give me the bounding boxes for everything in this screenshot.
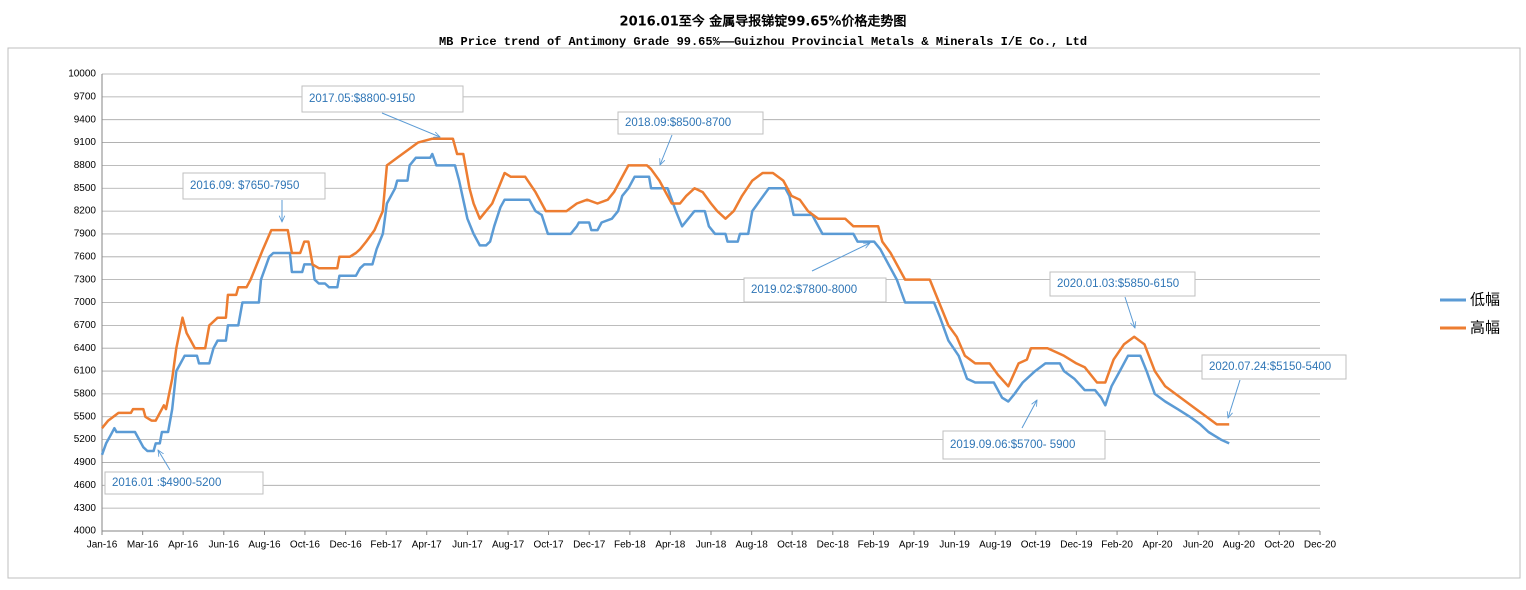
y-tick-label: 5500 bbox=[74, 411, 97, 422]
y-tick-label: 10000 bbox=[68, 69, 96, 80]
x-tick-label: Dec-18 bbox=[817, 540, 850, 551]
annotation-box bbox=[617, 111, 764, 135]
x-tick-label: Jun-18 bbox=[696, 540, 727, 551]
x-tick-label: Jan-16 bbox=[87, 540, 118, 551]
x-tick-label: Apr-17 bbox=[412, 540, 442, 551]
x-tick-label: Aug-19 bbox=[979, 540, 1012, 551]
annotation-text: 2016.01 :$4900-5200 bbox=[112, 477, 221, 489]
series-line bbox=[101, 137, 1230, 429]
x-tick-label: Jun-20 bbox=[1183, 540, 1214, 551]
annotation-text: 2017.05:$8800-9150 bbox=[309, 93, 415, 105]
chart-frame bbox=[7, 47, 1521, 579]
chart-title: 2016.01至今 金属导报锑锭99.65%价格走势图 bbox=[620, 14, 907, 30]
y-tick-label: 9700 bbox=[74, 91, 97, 102]
y-tick-label: 7900 bbox=[74, 229, 97, 240]
legend-label: 高幅 bbox=[1470, 319, 1500, 337]
y-tick-label: 8500 bbox=[74, 183, 97, 194]
x-tick-label: Apr-18 bbox=[655, 540, 685, 551]
x-tick-label: Jun-19 bbox=[939, 540, 970, 551]
annotation-arrow bbox=[660, 134, 673, 165]
annotation-arrow bbox=[158, 450, 171, 471]
y-tick-label: 7300 bbox=[74, 274, 97, 285]
annotation-text: 2020.01.03:$5850-6150 bbox=[1057, 278, 1179, 290]
annotation-text: 2016.09: $7650-7950 bbox=[190, 180, 299, 192]
annotation-text: 2019.09.06:$5700- 5900 bbox=[950, 439, 1075, 451]
x-tick-label: Aug-18 bbox=[736, 540, 769, 551]
x-tick-label: Apr-16 bbox=[168, 540, 198, 551]
annotation-text: 2018.09:$8500-8700 bbox=[625, 117, 731, 129]
x-tick-label: Oct-19 bbox=[1021, 540, 1051, 551]
annotation-box bbox=[301, 85, 464, 113]
x-tick-label: Aug-17 bbox=[492, 540, 525, 551]
x-tick-label: Feb-18 bbox=[614, 540, 646, 551]
annotation-text: 2020.07.24:$5150-5400 bbox=[1209, 361, 1331, 373]
x-tick-label: Dec-20 bbox=[1304, 540, 1337, 551]
annotation-arrow bbox=[1021, 400, 1037, 429]
annotation-arrow bbox=[381, 112, 440, 137]
y-tick-label: 6700 bbox=[74, 320, 97, 331]
x-tick-label: Jun-16 bbox=[209, 540, 240, 551]
x-tick-label: Dec-17 bbox=[573, 540, 606, 551]
annotation-box bbox=[1049, 271, 1196, 297]
annotation-text: 2019.02:$7800-8000 bbox=[751, 284, 857, 296]
x-tick-label: Apr-20 bbox=[1143, 540, 1173, 551]
annotation-arrow bbox=[1228, 379, 1241, 418]
x-tick-label: Dec-19 bbox=[1060, 540, 1093, 551]
chart-subtitle: MB Price trend of Antimony Grade 99.65%—… bbox=[439, 35, 1087, 49]
x-tick-label: Dec-16 bbox=[329, 540, 362, 551]
y-tick-label: 4000 bbox=[74, 526, 97, 537]
annotation-box bbox=[182, 172, 326, 200]
x-tick-label: Oct-16 bbox=[290, 540, 320, 551]
y-tick-label: 6400 bbox=[74, 343, 97, 354]
x-tick-label: Oct-20 bbox=[1264, 540, 1294, 551]
y-tick-label: 4900 bbox=[74, 457, 97, 468]
y-tick-label: 4600 bbox=[74, 480, 97, 491]
y-tick-label: 7600 bbox=[74, 251, 97, 262]
annotation-arrow bbox=[1124, 296, 1135, 328]
x-tick-label: Aug-16 bbox=[248, 540, 281, 551]
legend-label: 低幅 bbox=[1470, 291, 1500, 309]
series-line bbox=[100, 152, 1230, 456]
x-tick-label: Aug-20 bbox=[1223, 540, 1256, 551]
x-tick-label: Oct-18 bbox=[777, 540, 807, 551]
annotation-box bbox=[743, 277, 887, 303]
x-tick-label: Oct-17 bbox=[534, 540, 564, 551]
x-tick-label: Feb-19 bbox=[858, 540, 890, 551]
y-tick-label: 9100 bbox=[74, 137, 97, 148]
x-tick-label: Jun-17 bbox=[452, 540, 483, 551]
y-tick-label: 6100 bbox=[74, 366, 97, 377]
y-tick-label: 8200 bbox=[74, 206, 97, 217]
y-tick-label: 5200 bbox=[74, 434, 97, 445]
y-tick-label: 8800 bbox=[74, 160, 97, 171]
annotation-arrow bbox=[811, 242, 870, 272]
y-tick-label: 4300 bbox=[74, 503, 97, 514]
x-tick-label: Apr-19 bbox=[899, 540, 929, 551]
annotation-box bbox=[1201, 354, 1347, 380]
y-tick-label: 9400 bbox=[74, 114, 97, 125]
x-tick-label: Feb-17 bbox=[370, 540, 402, 551]
x-tick-label: Mar-16 bbox=[127, 540, 159, 551]
x-tick-label: Feb-20 bbox=[1101, 540, 1133, 551]
y-tick-label: 7000 bbox=[74, 297, 97, 308]
y-tick-label: 5800 bbox=[74, 389, 97, 400]
annotation-box bbox=[104, 471, 264, 495]
annotation-box bbox=[942, 430, 1106, 460]
